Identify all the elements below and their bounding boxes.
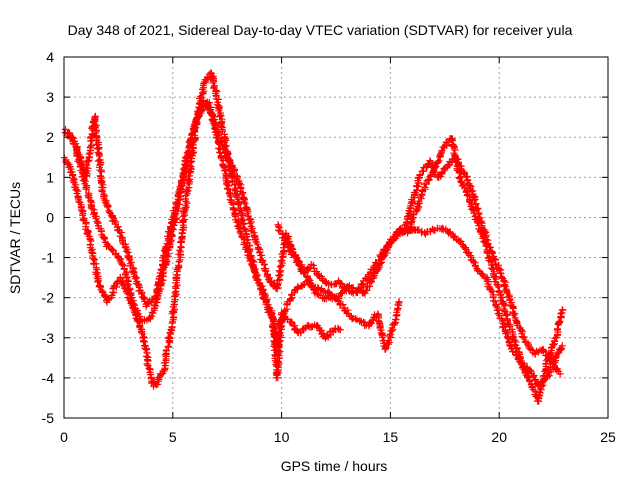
x-tick-label: 20 — [491, 429, 507, 445]
y-tick-label: 2 — [46, 129, 54, 145]
chart-title: Day 348 of 2021, Sidereal Day-to-day VTE… — [68, 22, 573, 38]
axis-ticks: 0 5 10 15 20 25 -5 -4 -3 -2 -1 0 1 2 3 4 — [42, 49, 616, 445]
y-tick-label: 1 — [46, 169, 54, 185]
y-tick-label: -4 — [42, 370, 55, 386]
series-track-a — [60, 69, 344, 390]
data-point-markers — [274, 221, 566, 390]
data-point-markers — [61, 96, 403, 382]
y-axis-label: SDTVAR / TECUs — [7, 182, 23, 294]
plot-frame — [63, 56, 609, 419]
x-tick-label: 10 — [274, 429, 290, 445]
data-point-markers — [399, 152, 564, 378]
y-tick-label: 0 — [46, 209, 54, 225]
x-axis-label: GPS time / hours — [281, 458, 388, 474]
series-track-e — [399, 152, 564, 378]
data-points — [60, 69, 567, 405]
series-track-c — [63, 98, 567, 405]
y-tick-label: 3 — [46, 89, 54, 105]
x-tick-label: 25 — [600, 429, 616, 445]
y-tick-label: -5 — [42, 410, 55, 426]
y-tick-label: -1 — [42, 250, 55, 266]
y-tick-label: 4 — [46, 49, 54, 65]
x-tick-label: 0 — [60, 429, 68, 445]
y-tick-label: -2 — [42, 290, 55, 306]
x-tick-label: 15 — [383, 429, 399, 445]
data-point-markers — [63, 98, 567, 405]
data-point-markers — [60, 69, 344, 390]
series-track-d — [274, 221, 566, 390]
series-track-b — [61, 96, 403, 382]
y-tick-label: -3 — [42, 330, 55, 346]
x-tick-label: 5 — [169, 429, 177, 445]
